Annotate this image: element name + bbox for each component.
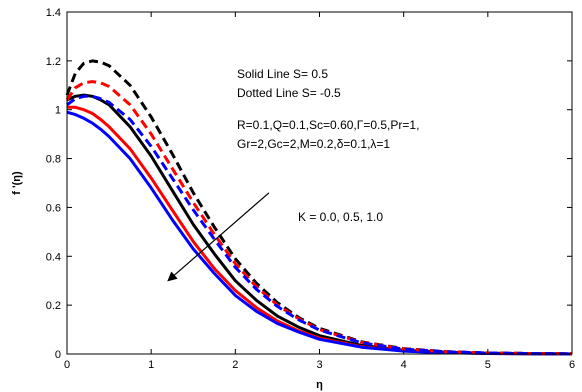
y-tick-label: 1 [55, 105, 61, 117]
x-tick-label: 2 [232, 359, 238, 371]
y-tick-label: 0.8 [46, 154, 61, 166]
series-line-dashed-3 [66, 94, 573, 356]
x-tick-label: 1 [148, 359, 154, 371]
y-tick-label: 0.4 [46, 251, 61, 263]
y-tick-label: 0.2 [46, 300, 61, 312]
x-tick-label: 0 [64, 359, 70, 371]
x-tick-label: 4 [401, 359, 407, 371]
parameters-annotation-line-2: Gr=2,Gc=2,M=0.2,δ=0.1,λ=1 [237, 137, 390, 151]
ticks-layer: 0 1 2 3 4 5 6 0 0.2 0.4 0.6 0.8 1 1.2 1.4 [46, 7, 575, 371]
y-tick-label: 0 [55, 349, 61, 361]
y-tick-label: 1.4 [46, 7, 61, 19]
x-tick-label: 6 [569, 359, 575, 371]
series-layer [65, 59, 573, 356]
x-tick-label: 3 [316, 359, 322, 371]
k-values-annotation: K = 0.0, 0.5, 1.0 [298, 210, 383, 224]
solid-line-annotation: Solid Line S= 0.5 [237, 67, 328, 81]
y-tick-label: 0.6 [46, 202, 61, 214]
series-line-dashed-1 [65, 59, 573, 356]
x-axis-label: η [316, 379, 323, 391]
dotted-line-annotation: Dotted Line S= -0.5 [237, 86, 341, 100]
k-direction-arrow [167, 192, 270, 282]
plot-frame [66, 11, 573, 355]
y-axis-label: f '(η) [11, 171, 23, 195]
x-tick-label: 5 [485, 359, 491, 371]
parameters-annotation-line-1: R=0.1,Q=0.1,Sc=0.60,Γ=0.5,Pr=1, [237, 118, 419, 132]
y-tick-label: 1.2 [46, 56, 61, 68]
